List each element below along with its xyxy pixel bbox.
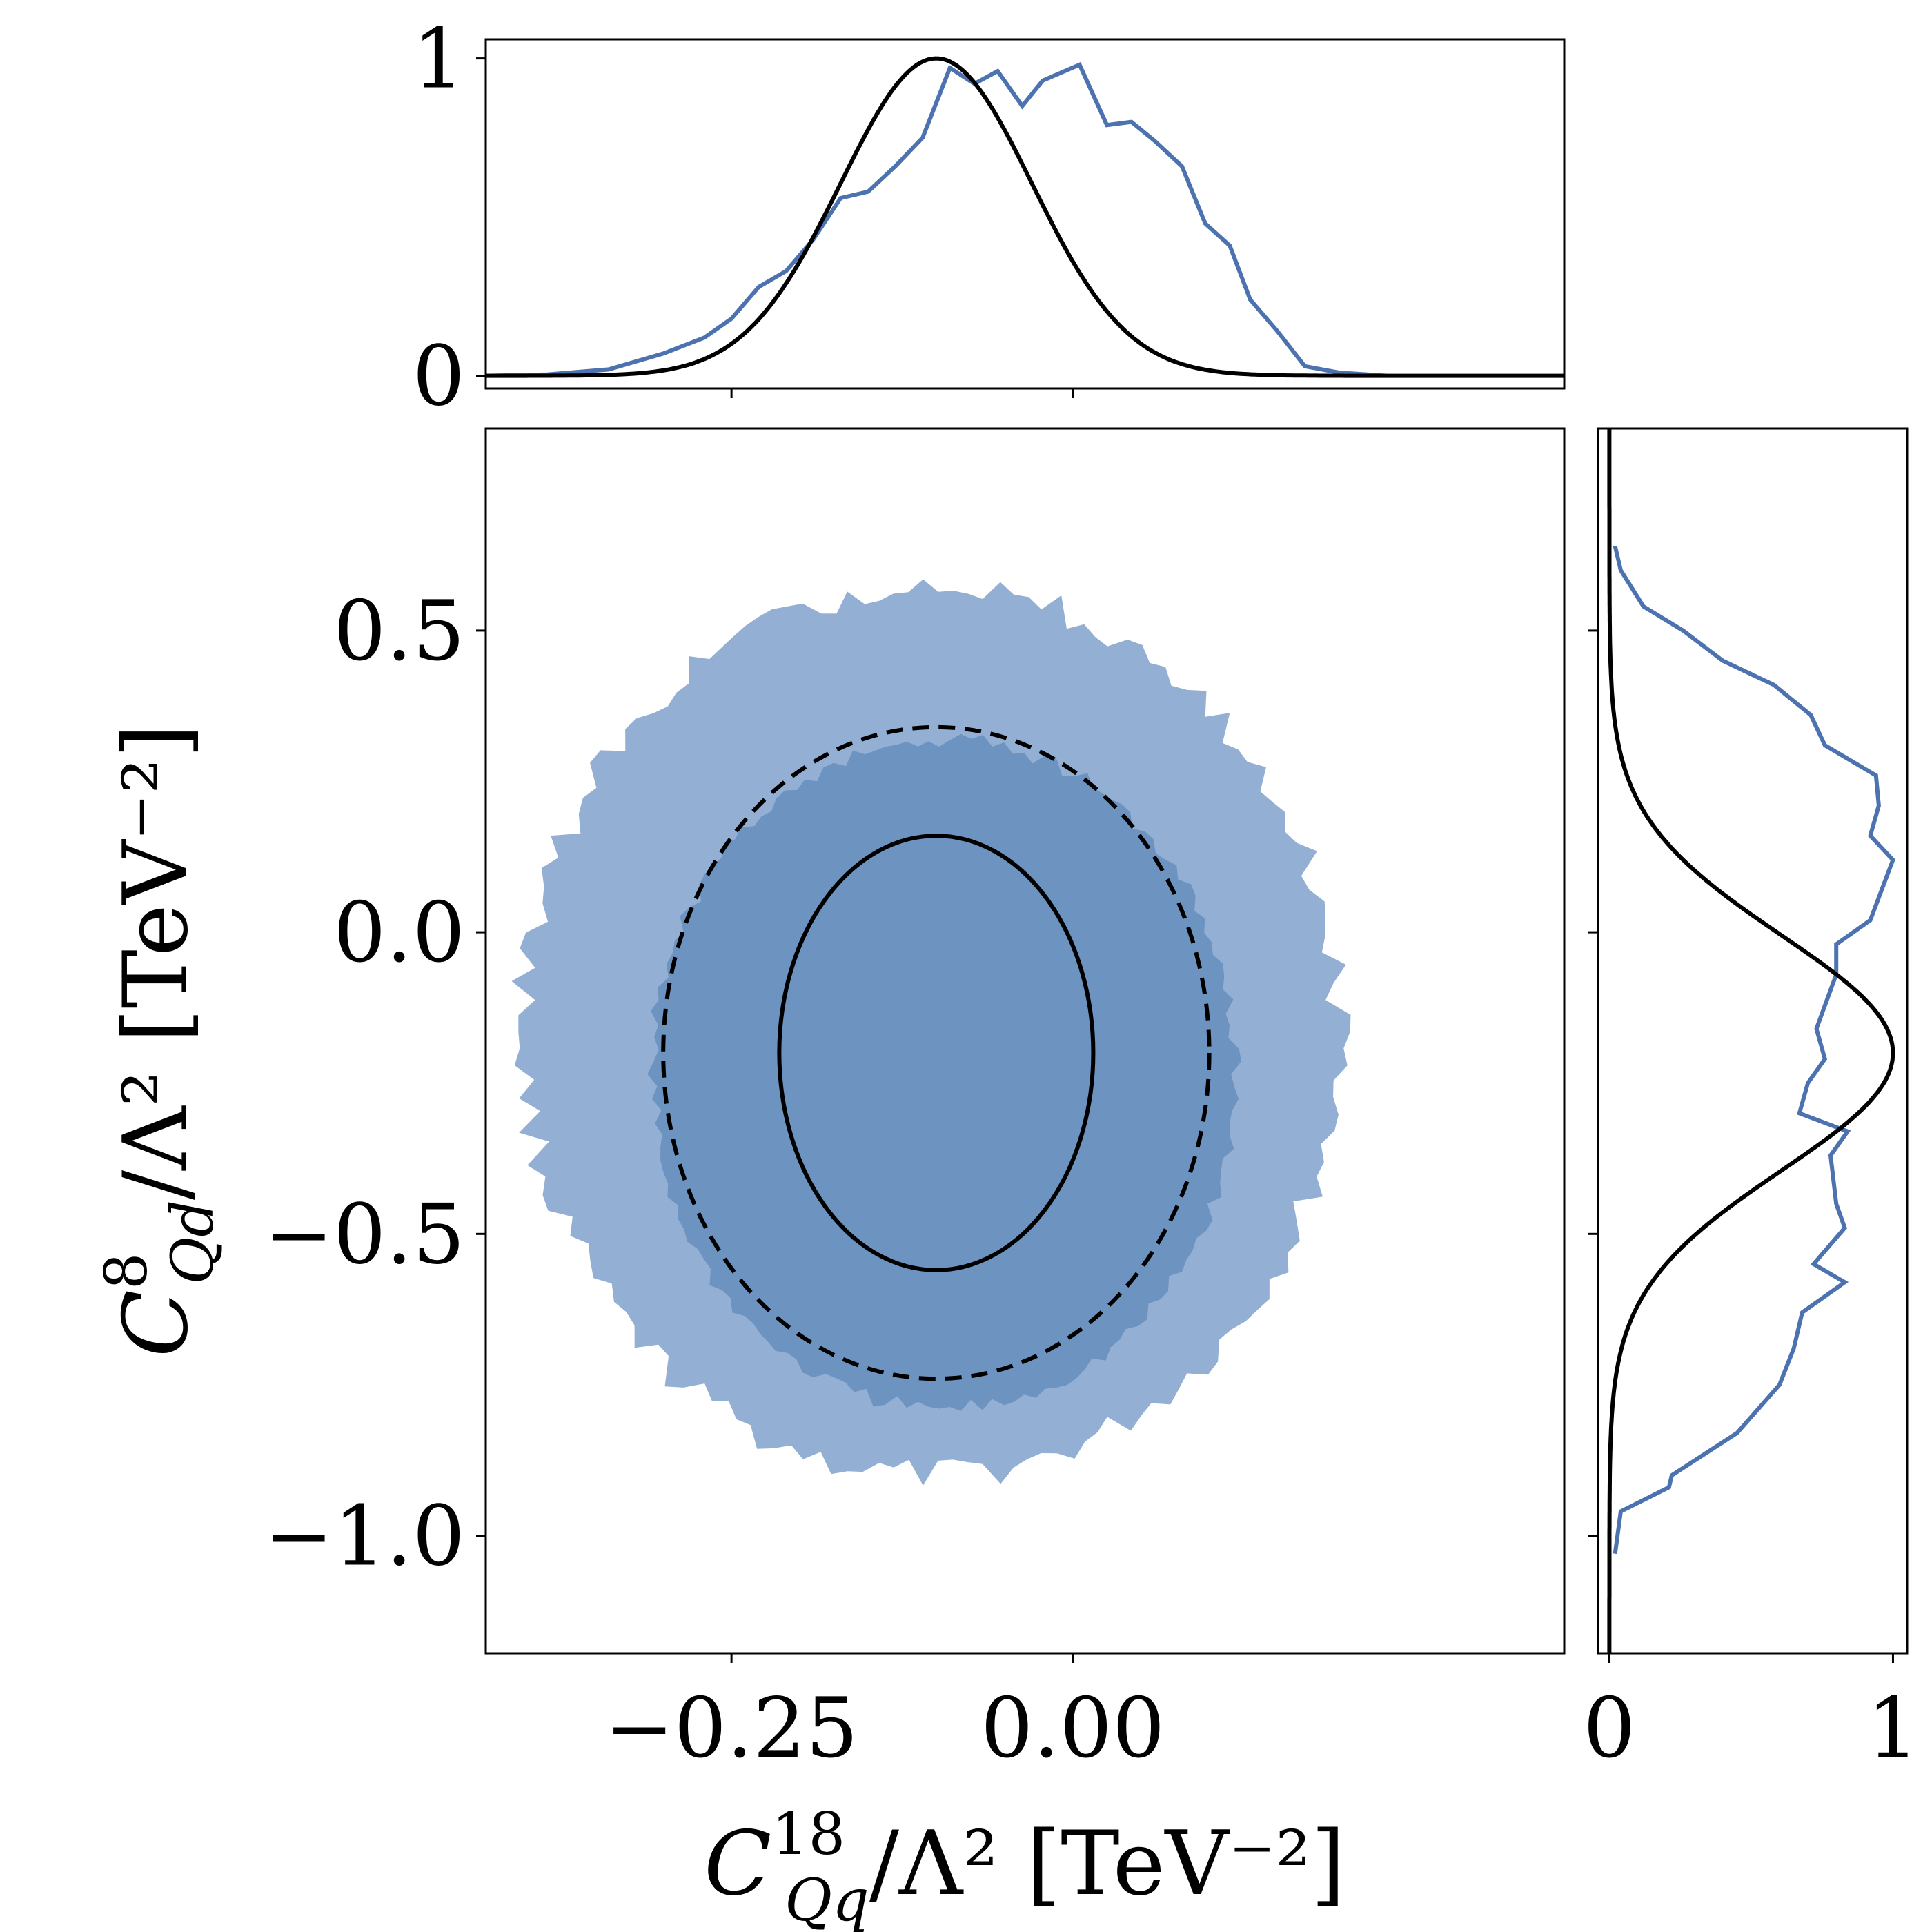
x-tick-label: 0.00 bbox=[980, 1681, 1165, 1777]
x-axis-label: C18 Qq/Λ² [TeV⁻²] bbox=[704, 1800, 1345, 1932]
joint-panel-frame bbox=[484, 427, 1566, 1655]
y-label-rest: /Λ² [TeV⁻²] bbox=[105, 724, 208, 1200]
x-label-main: C bbox=[704, 1813, 771, 1915]
top-ticks: 01 bbox=[413, 12, 1074, 425]
top-posterior-curve bbox=[486, 61, 1387, 378]
joint-plot-area bbox=[511, 579, 1351, 1486]
y-tick-label: −1.0 bbox=[264, 1488, 465, 1584]
right-posterior-curve bbox=[1613, 545, 1895, 1555]
joint-contour-panel: −0.25 0.00 0.5 0.0 −0.5 −1.0 bbox=[264, 427, 1566, 1777]
y-label-sub: Qd bbox=[159, 1200, 226, 1285]
y-label-main: C bbox=[105, 1290, 208, 1357]
top-marginal-panel: 01 bbox=[413, 12, 1566, 425]
y-label-sup: 8 bbox=[92, 1253, 160, 1290]
x-label-sub: Qq bbox=[785, 1866, 869, 1932]
top-panel-frame bbox=[484, 38, 1566, 390]
y-tick-label: 0.5 bbox=[333, 584, 465, 680]
x-label-sup: 18 bbox=[771, 1800, 845, 1868]
joint-ticks: −0.25 0.00 0.5 0.0 −0.5 −1.0 bbox=[264, 584, 1165, 1777]
right-panel-frame bbox=[1597, 427, 1909, 1655]
y-tick-label: 0.0 bbox=[333, 885, 465, 981]
right-marginal-plot-area bbox=[1607, 428, 1895, 1653]
y-tick-label: −0.5 bbox=[264, 1187, 465, 1283]
top-y-tick-label: 0 bbox=[413, 329, 465, 425]
x-tick-label: −0.25 bbox=[604, 1681, 858, 1777]
top-y-tick-label: 1 bbox=[413, 12, 465, 108]
y-axis-label: C8Qd/Λ² [TeV⁻²] bbox=[92, 724, 226, 1357]
top-marginal-plot-area bbox=[486, 56, 1564, 378]
right-gaussian-curve bbox=[1607, 428, 1895, 1653]
top-gaussian-curve bbox=[486, 56, 1564, 378]
gaussian-ellipse-95 bbox=[661, 724, 1212, 1381]
right-x-tick-label: 0 bbox=[1583, 1681, 1635, 1777]
x-label-rest: /Λ² [TeV⁻²] bbox=[869, 1813, 1346, 1915]
filled-region-68 bbox=[647, 733, 1241, 1411]
right-x-tick-label: 1 bbox=[1866, 1681, 1919, 1777]
gaussian-ellipse-68 bbox=[777, 834, 1096, 1272]
